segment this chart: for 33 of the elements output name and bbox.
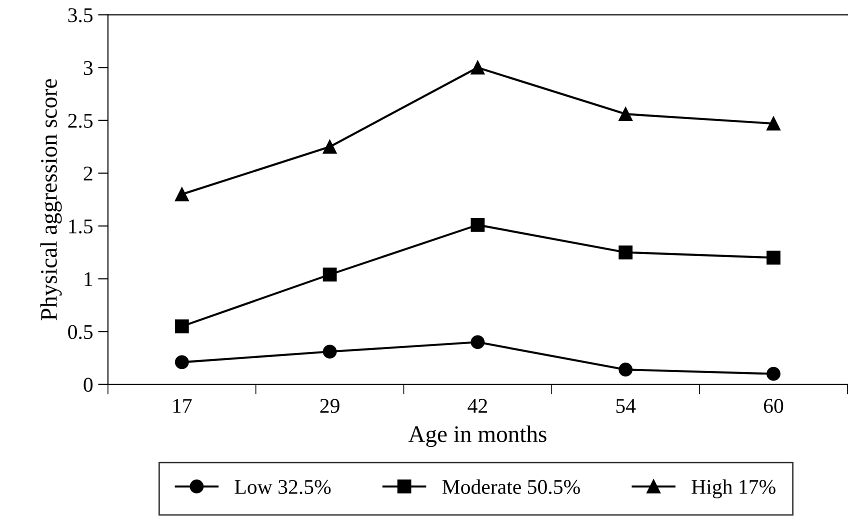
- point: [322, 140, 337, 154]
- point: [618, 245, 633, 260]
- point: [766, 250, 780, 265]
- x-axis-title: Age in months: [408, 426, 546, 447]
- legend-label: High 17%: [692, 479, 776, 498]
- point: [322, 344, 337, 359]
- y-tick-label: 1.5: [69, 219, 93, 234]
- point: [174, 319, 189, 334]
- x-tick-label: 54: [616, 399, 636, 413]
- x-tick-label: 60: [764, 398, 784, 413]
- y-tick-label: 2: [84, 166, 92, 180]
- point: [470, 218, 485, 232]
- point: [470, 60, 485, 75]
- point: [174, 187, 189, 202]
- legend-label: Moderate 50.5%: [442, 479, 580, 494]
- x-tick-label: 42: [468, 398, 487, 413]
- point: [470, 335, 485, 350]
- point: [618, 362, 633, 377]
- point: [174, 355, 189, 370]
- point: [618, 107, 633, 121]
- point: [766, 366, 780, 381]
- y-tick-label: 0.5: [68, 324, 93, 340]
- x-tick-label: 29: [320, 398, 340, 413]
- point: [766, 116, 780, 130]
- y-tick-label: 0: [84, 378, 93, 392]
- y-axis-title: Physical aggression score: [40, 79, 62, 320]
- y-tick-label: 3.5: [68, 8, 93, 22]
- y-tick-label: 1: [84, 272, 92, 286]
- x-tick-label: 17: [173, 398, 192, 413]
- point: [322, 268, 337, 282]
- y-tick-label: 3: [84, 61, 93, 76]
- y-tick-label: 2.5: [68, 114, 93, 128]
- legend-label: Low 32.5%: [234, 480, 331, 494]
